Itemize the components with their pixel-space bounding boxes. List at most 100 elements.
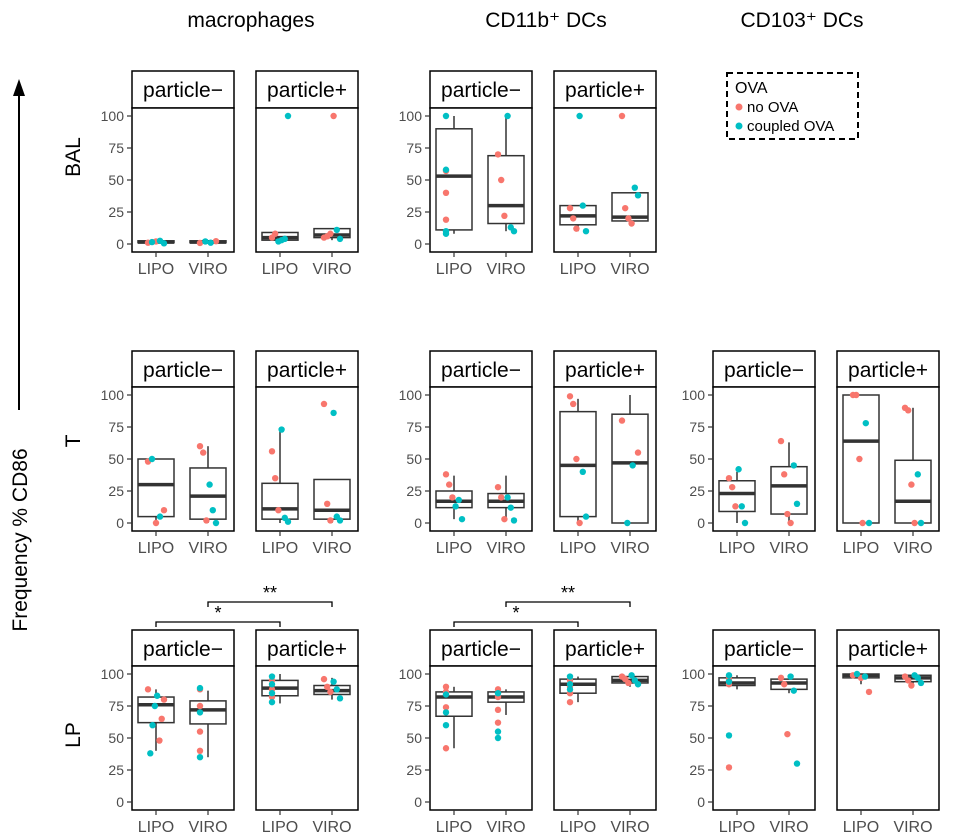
- data-point-no-ova: [732, 503, 739, 510]
- y-tick-label: 0: [116, 515, 124, 531]
- panel-frame: [836, 386, 940, 532]
- data-point-coupled-ova: [862, 419, 869, 427]
- significance-label: *: [214, 603, 221, 623]
- data-point-coupled-ova: [149, 722, 156, 729]
- box-group-viro: [487, 112, 525, 235]
- panel-bal-macrophages-particle-minus: particle− 0 25 50 75 100 LIPO VIRO: [101, 70, 235, 278]
- data-point-coupled-ova: [494, 728, 502, 735]
- box-group-lipo: [842, 391, 880, 527]
- data-point-coupled-ova: [790, 462, 797, 469]
- panel-t-cd11b-dcs-particle-minus: particle− 0 25 50 75 100 LIPO VIRO: [399, 350, 533, 557]
- box-group-lipo: [137, 237, 175, 247]
- legend-dot-no-ova: [735, 103, 743, 111]
- panel-lp-cd11b-dcs-particle-minus: particle− 0 25 50 75 100 LIPO VIRO: [399, 629, 533, 836]
- box-group-lipo: [718, 672, 756, 771]
- data-point-no-ova: [330, 112, 337, 120]
- y-axis-arrow-head-icon: [13, 79, 25, 96]
- y-tick-label: 25: [406, 762, 422, 778]
- data-point-coupled-ova: [504, 494, 511, 501]
- y-tick-label: 100: [399, 666, 423, 682]
- data-point-coupled-ova: [631, 184, 638, 191]
- data-point-coupled-ova: [494, 734, 502, 742]
- significance-bracket-double: **: [207, 583, 333, 607]
- x-tick-label: VIRO: [486, 819, 525, 836]
- data-point-no-ova: [618, 417, 626, 424]
- data-point-no-ova: [853, 391, 860, 399]
- y-tick-label: 0: [697, 794, 705, 810]
- y-tick-label: 25: [108, 483, 124, 499]
- panel-lp-cd11b-dcs-particle-plus: particle+ LIPO VIRO: [553, 629, 657, 836]
- box-group-lipo: [261, 112, 299, 245]
- data-point-no-ova: [725, 764, 733, 771]
- panel-frame: [712, 386, 816, 532]
- y-tick-label: 50: [108, 730, 124, 746]
- y-tick-label: 50: [108, 451, 124, 467]
- data-point-coupled-ova: [202, 238, 209, 245]
- data-point-no-ova: [494, 483, 502, 491]
- data-point-no-ova: [622, 204, 629, 212]
- data-point-no-ova: [566, 698, 574, 706]
- box-group-viro: [894, 672, 932, 689]
- column-title-cd103-dcs: CD103⁺ DCs: [740, 9, 863, 32]
- y-tick-label: 75: [406, 419, 422, 435]
- data-point-coupled-ova: [268, 681, 276, 688]
- significance-label: **: [263, 583, 277, 603]
- data-point-no-ova: [442, 189, 450, 196]
- data-point-no-ova: [275, 507, 282, 514]
- box-iqr: [435, 691, 473, 717]
- y-tick-label: 75: [689, 419, 705, 435]
- data-point-coupled-ova: [156, 513, 164, 520]
- panel-lp-cd103-dcs-particle-plus: particle+ LIPO VIRO: [836, 629, 940, 836]
- data-point-coupled-ova: [153, 692, 161, 699]
- panel-t-cd11b-dcs-particle-plus: particle+ LIPO VIRO: [553, 350, 657, 557]
- x-tick-label: VIRO: [893, 819, 932, 836]
- data-point-no-ova: [573, 455, 580, 463]
- static-labels: macrophages CD11b⁺ DCs CD103⁺ DCs BAL T …: [9, 9, 864, 748]
- data-point-no-ova: [144, 686, 152, 693]
- data-point-no-ova: [618, 112, 626, 120]
- data-point-coupled-ova: [281, 235, 288, 243]
- y-tick-label: 50: [689, 730, 705, 746]
- data-point-no-ova: [327, 517, 334, 524]
- box-group-lipo: [718, 466, 756, 527]
- y-tick-label: 100: [399, 387, 423, 403]
- box-group-lipo: [261, 426, 299, 525]
- panel-lp-macrophages-particle-plus: particle+ LIPO VIRO: [255, 629, 359, 836]
- facet-strip-label: particle+: [267, 79, 347, 102]
- data-point-coupled-ova: [333, 686, 340, 693]
- bracket-line: [155, 621, 281, 627]
- data-point-no-ova: [446, 481, 453, 488]
- box-group-viro: [611, 112, 649, 227]
- facet-strip: [429, 70, 533, 109]
- data-point-coupled-ova: [793, 500, 801, 507]
- data-point-no-ova: [442, 704, 450, 711]
- significance-label: *: [512, 603, 519, 623]
- x-tick-label: LIPO: [719, 540, 755, 557]
- y-tick-label: 100: [399, 108, 423, 124]
- facet-strip-label: particle+: [267, 638, 347, 661]
- box-group-lipo: [842, 670, 880, 696]
- panel-frame: [836, 665, 940, 811]
- facet-strip: [429, 350, 533, 388]
- x-tick-label: LIPO: [560, 261, 596, 278]
- data-point-no-ova: [625, 215, 632, 222]
- y-tick-label: 0: [116, 236, 124, 252]
- x-tick-label: VIRO: [769, 819, 808, 836]
- x-tick-label: VIRO: [769, 540, 808, 557]
- data-point-no-ova: [781, 681, 788, 688]
- y-tick-label: 100: [101, 387, 125, 403]
- data-point-coupled-ova: [725, 732, 733, 739]
- data-point-no-ova: [449, 494, 456, 501]
- panel-t-macrophages-particle-plus: particle+ LIPO VIRO: [255, 350, 359, 557]
- data-point-no-ova: [494, 706, 502, 714]
- x-tick-label: VIRO: [188, 261, 227, 278]
- data-point-no-ova: [908, 481, 915, 488]
- data-point-coupled-ova: [793, 760, 801, 767]
- data-point-coupled-ova: [212, 519, 220, 527]
- data-point-no-ova: [442, 216, 450, 223]
- data-point-coupled-ova: [268, 698, 276, 706]
- box-group-lipo: [435, 683, 473, 752]
- data-point-no-ova: [324, 683, 331, 690]
- facet-strip: [255, 350, 359, 388]
